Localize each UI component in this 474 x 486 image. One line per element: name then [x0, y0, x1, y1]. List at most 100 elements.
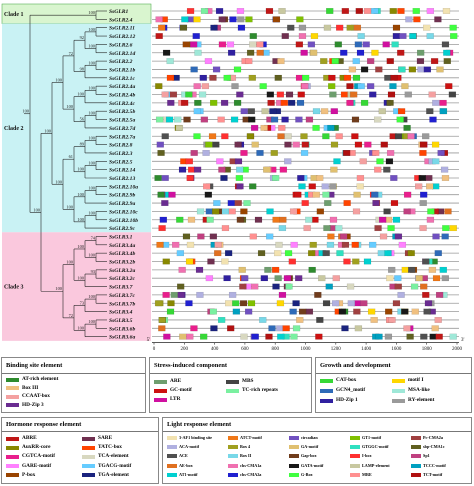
cis-element-box: [295, 41, 304, 48]
growth-legend-title: Growth and development: [320, 362, 391, 369]
cis-element-box: [435, 333, 443, 340]
cis-element-box: [310, 33, 319, 39]
cis-element-box: [341, 325, 349, 332]
bootstrap-value: 100: [77, 244, 84, 249]
cis-element-box: [386, 149, 395, 156]
cis-element-box: [256, 149, 264, 156]
cis-element-box: [205, 275, 214, 282]
cis-element-box: [425, 175, 433, 181]
cis-element-box: [397, 8, 405, 14]
cis-element-box: [278, 124, 286, 131]
bootstrap-value: 100: [88, 252, 95, 257]
cis-element-box: [212, 141, 220, 148]
cis-element-box: [330, 166, 338, 173]
cis-element-box: [156, 141, 164, 148]
cis-element-box: [248, 116, 256, 123]
cis-element-box: [203, 183, 211, 190]
cis-element-box: [185, 258, 194, 265]
cis-element-box: [308, 183, 316, 190]
gene-label: SsGLR3.6a: [109, 335, 135, 341]
cis-element-box: [272, 16, 281, 23]
cis-element-box: [210, 99, 218, 106]
cis-element-box: [356, 49, 365, 56]
cis-element-box: [212, 66, 221, 73]
cis-element-box: [296, 16, 304, 23]
cis-element-box: [419, 200, 427, 206]
clade-label: Clade 3: [4, 285, 24, 291]
cis-element-box: [408, 66, 417, 73]
cis-element-box: [240, 208, 248, 215]
cis-element-box: [174, 116, 182, 123]
cis-element-box: [378, 108, 386, 115]
cis-element-box: [166, 308, 175, 315]
cis-element-box: [351, 133, 359, 140]
cis-element-box: [248, 74, 256, 81]
legend-swatch: [154, 397, 167, 402]
cis-element-box: [236, 166, 244, 173]
cis-element-box: [417, 49, 425, 56]
cis-element-box: [357, 33, 365, 39]
cis-element-box: [162, 49, 171, 56]
cis-element-box: [330, 108, 338, 115]
cis-element-box: [450, 33, 458, 39]
cis-element-box: [449, 333, 457, 340]
cis-element-box: [372, 200, 380, 206]
cis-element-box: [398, 66, 406, 73]
legend-item: MBS: [226, 378, 253, 384]
cis-element-box: [386, 58, 394, 65]
cis-element-box: [196, 291, 204, 298]
cis-element-box: [420, 333, 428, 340]
legend-swatch: [228, 454, 238, 459]
cis-element-box: [158, 24, 166, 31]
cis-element-box: [208, 133, 217, 140]
axis-tick-label: 200: [181, 347, 189, 352]
cis-element-box: [186, 8, 195, 14]
axis-tick-label: 1800: [422, 347, 433, 352]
cis-element-box: [424, 300, 433, 307]
legend-item: SARE: [82, 435, 112, 441]
cis-element-box: [266, 208, 274, 215]
gene-labels: SsGLR1 SsGLR2.4 SsGLR2.11 SsGLR2.12 SsGLR2.6…: [109, 9, 138, 341]
legend-item: MSA-like: [392, 387, 430, 393]
cis-element-box: [367, 308, 376, 315]
cis-element-box: [353, 308, 361, 315]
clade-label: Clade 1: [4, 12, 24, 18]
cis-element-box: [364, 141, 372, 148]
legend-item: GATA-motif: [289, 463, 323, 468]
legend-swatch: [289, 463, 299, 468]
cis-element-box: [249, 33, 257, 39]
cis-element-box: [419, 141, 428, 148]
cis-element-box: [325, 283, 333, 290]
bootstrap-value: 100: [88, 110, 95, 115]
cis-element-box: [209, 233, 218, 240]
cis-element-box: [338, 308, 347, 315]
cis-element-box: [187, 216, 196, 223]
legend-label: MRE: [362, 471, 372, 477]
legend-item: GCN4_motif: [320, 387, 365, 393]
cis-element-box: [221, 133, 229, 140]
legend-swatch: [6, 464, 19, 469]
cis-element-box: [266, 233, 274, 240]
cis-element-box: [397, 291, 405, 298]
legend-swatch: [289, 445, 299, 450]
cis-element-box: [161, 175, 169, 181]
cis-element-box: [309, 241, 317, 248]
cis-element-box: [436, 66, 444, 73]
legend-swatch: [226, 379, 239, 384]
cis-element-box: [334, 41, 342, 48]
cis-element-box: [355, 8, 363, 14]
gene-label: SsGLR2.9c: [109, 226, 135, 232]
legend-label: GA-motif: [301, 444, 319, 450]
cis-element-box: [398, 241, 407, 248]
gene-label: SsGLR2.10b: [109, 218, 138, 224]
legend-swatch: [6, 403, 19, 408]
cis-element-box: [186, 241, 195, 248]
legend-swatch: [350, 445, 360, 450]
cis-element-box: [346, 83, 354, 90]
cis-element-box: [377, 250, 386, 257]
cis-element-box: [177, 283, 185, 290]
cis-element-box: [236, 91, 244, 98]
legend-item: Box II: [228, 454, 251, 459]
cis-element-box: [362, 41, 370, 48]
cis-element-box: [200, 116, 209, 123]
